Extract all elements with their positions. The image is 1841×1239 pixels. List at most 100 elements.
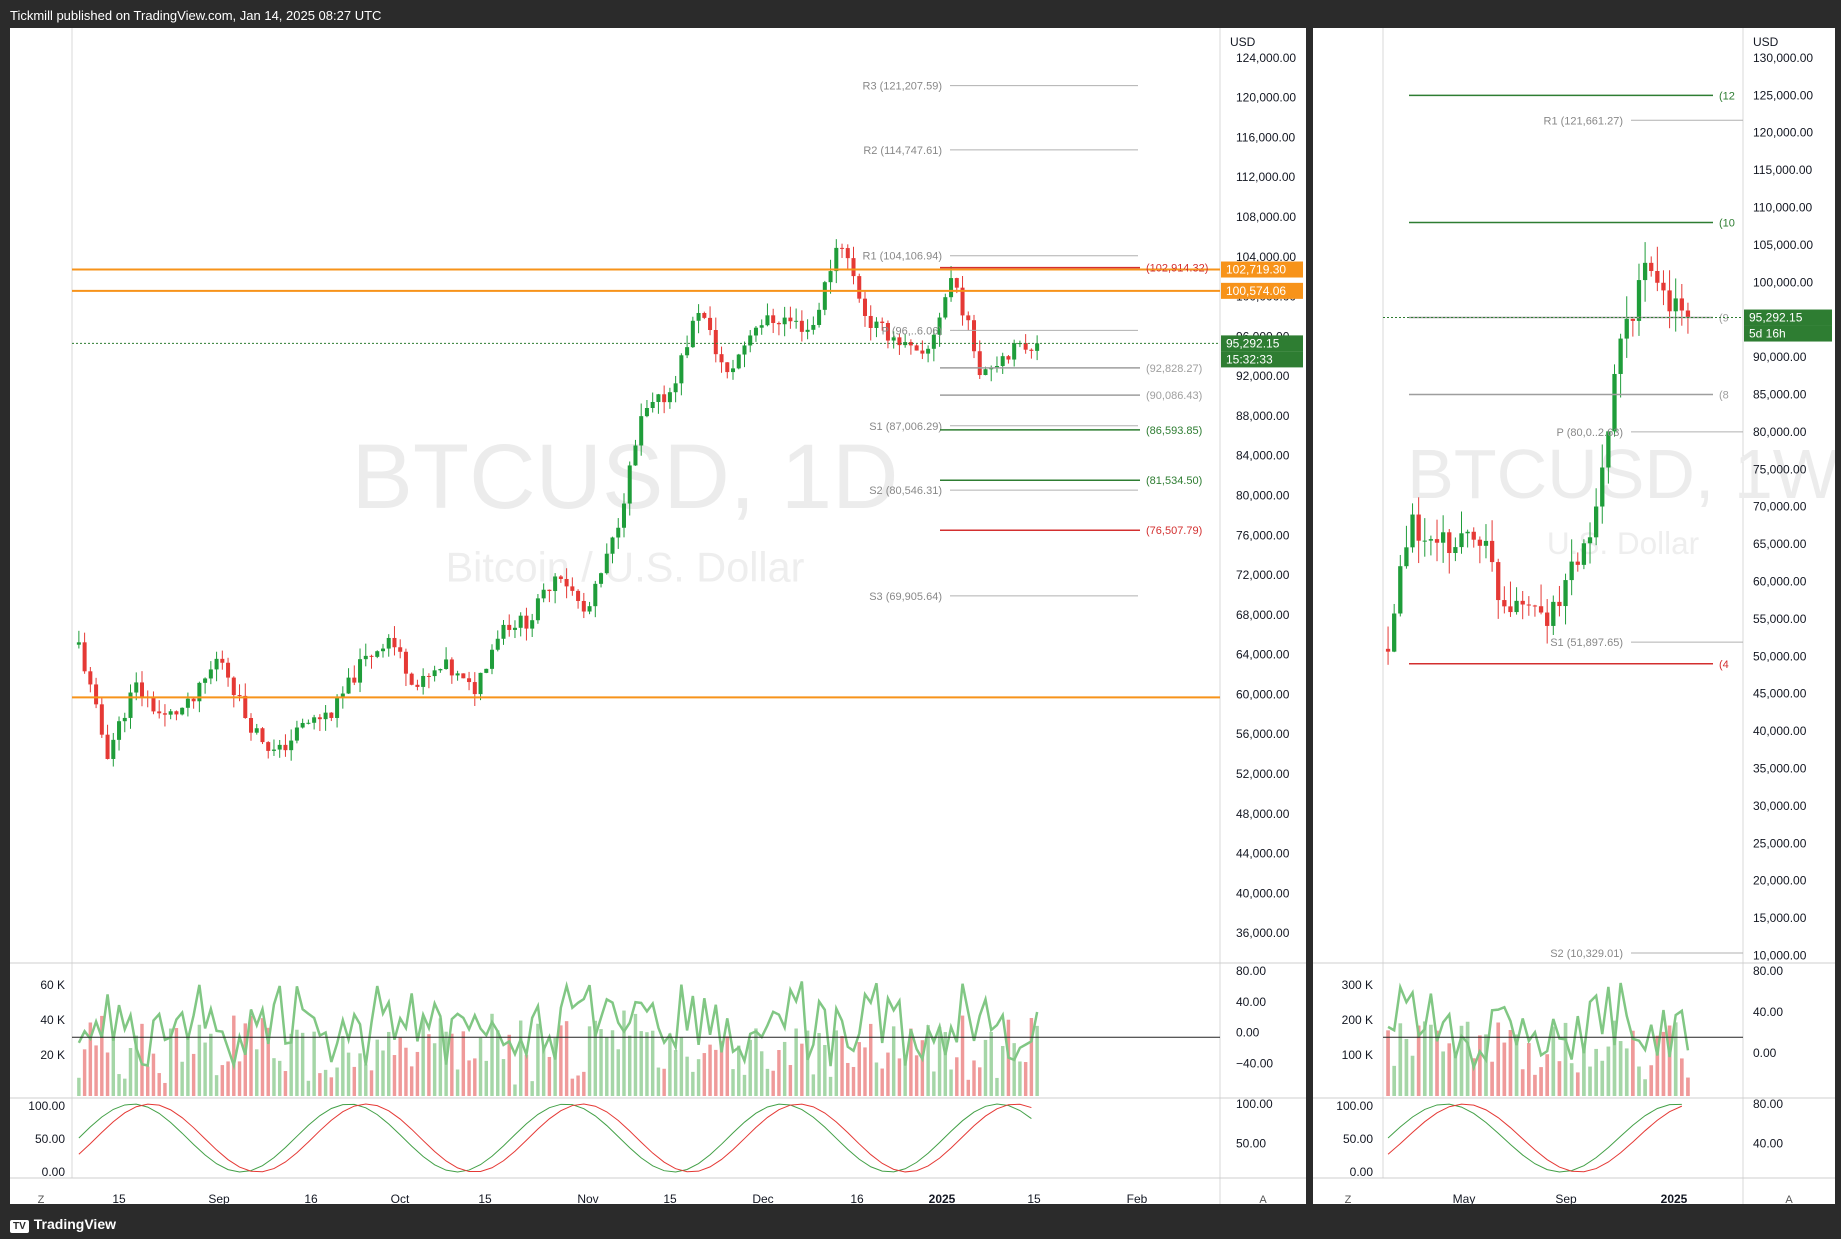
volume-bar bbox=[553, 1037, 557, 1096]
y-tick-label: 125,000.00 bbox=[1753, 88, 1813, 102]
volume-bar bbox=[105, 1052, 110, 1096]
volume-bar bbox=[587, 1026, 592, 1096]
volume-bar bbox=[891, 1026, 896, 1096]
level-label: (86,593.85) bbox=[1146, 425, 1202, 437]
volume-tick-label: 300 K bbox=[1342, 978, 1373, 992]
candle-body bbox=[719, 354, 724, 363]
candle-body bbox=[271, 749, 276, 751]
candle-body bbox=[1502, 600, 1507, 607]
candle-body bbox=[1489, 540, 1495, 563]
volume-bar bbox=[203, 1042, 207, 1096]
candle-body bbox=[690, 320, 695, 348]
candle-body bbox=[317, 717, 322, 720]
candle-body bbox=[289, 740, 294, 751]
candle-body bbox=[329, 712, 334, 718]
candle-body bbox=[352, 677, 357, 683]
pivot-label: R1 (121,661.27) bbox=[1544, 115, 1624, 127]
volume-bar bbox=[805, 1030, 810, 1096]
candle-body bbox=[1642, 262, 1648, 281]
candle-body bbox=[862, 298, 867, 316]
volume-bar bbox=[599, 1029, 603, 1096]
y-tick-label: 90,000.00 bbox=[1753, 350, 1807, 364]
candle-body bbox=[185, 698, 190, 708]
candle-body bbox=[885, 322, 890, 341]
candle-body bbox=[828, 271, 833, 283]
candle-body bbox=[461, 673, 466, 679]
candle-body bbox=[174, 711, 179, 715]
rsi-tick-label: 0.00 bbox=[1753, 1046, 1777, 1060]
stoch-right-tick-label: 50.00 bbox=[1236, 1137, 1266, 1151]
volume-bar bbox=[490, 1013, 494, 1096]
level-label: (10 bbox=[1719, 217, 1735, 229]
candle-body bbox=[834, 247, 839, 272]
y-tick-label: 68,000.00 bbox=[1236, 608, 1290, 622]
volume-bar bbox=[725, 1036, 729, 1096]
candle-body bbox=[753, 327, 758, 336]
volume-bar bbox=[748, 1039, 752, 1096]
candle-body bbox=[1508, 606, 1513, 613]
y-tick-label: 130,000.00 bbox=[1753, 51, 1813, 65]
candle-body bbox=[467, 678, 472, 683]
volume-bar bbox=[1441, 1051, 1445, 1096]
volume-bar bbox=[823, 1044, 827, 1096]
volume-bar bbox=[685, 1056, 689, 1096]
daily-chart-panel[interactable]: BTCUSD, 1D Bitcoin / U.S. Dollar USD 124,00… bbox=[10, 28, 1306, 1204]
candle-body bbox=[254, 728, 259, 733]
volume-bar bbox=[972, 1060, 976, 1096]
candle-body bbox=[547, 589, 552, 592]
candle-body bbox=[587, 606, 592, 612]
volume-bar bbox=[547, 1056, 552, 1096]
volume-tick-label: 60 K bbox=[40, 978, 65, 992]
weekly-chart[interactable]: BTCUSD, 1W U.S. Dollar USD 130,000.00 125,00… bbox=[1313, 28, 1835, 1204]
volume-bar bbox=[645, 1032, 649, 1096]
tradingview-wordmark: TradingView bbox=[33, 1216, 116, 1232]
candle-body bbox=[564, 578, 569, 587]
candle-body bbox=[1398, 566, 1403, 614]
volume-bar bbox=[123, 1078, 127, 1096]
level-label: (81,534.50) bbox=[1146, 475, 1202, 487]
volume-bar bbox=[541, 1045, 546, 1096]
volume-bar bbox=[100, 1015, 104, 1096]
tradingview-logo[interactable]: TV TradingView bbox=[10, 1216, 116, 1233]
volume-bar bbox=[220, 1065, 225, 1096]
y-tick-label: 105,000.00 bbox=[1753, 238, 1813, 252]
volume-bar bbox=[381, 1050, 385, 1096]
y-tick-label: 10,000.00 bbox=[1753, 949, 1807, 963]
volume-bar bbox=[524, 1054, 529, 1096]
volume-bar bbox=[1667, 1025, 1672, 1096]
candle-body bbox=[891, 337, 896, 341]
subtitle-watermark: U.S. Dollar bbox=[1547, 525, 1699, 561]
candle-body bbox=[1447, 532, 1452, 554]
volume-bar bbox=[191, 1053, 196, 1096]
volume-bar bbox=[289, 1033, 293, 1096]
level-label: (4 bbox=[1719, 659, 1729, 671]
volume-bar bbox=[978, 1067, 982, 1096]
x-tick-label: May bbox=[1453, 1192, 1476, 1204]
candle-body bbox=[1410, 514, 1415, 548]
level-label: (92,828.27) bbox=[1146, 363, 1202, 375]
pivot-label: S1 (87,006.29) bbox=[869, 421, 942, 433]
volume-bar bbox=[1582, 1043, 1586, 1096]
candle-body bbox=[117, 721, 122, 740]
candle-body bbox=[1538, 606, 1544, 613]
volume-bar bbox=[323, 1069, 328, 1096]
volume-bar bbox=[312, 1031, 316, 1096]
candle-body bbox=[249, 718, 254, 733]
candle-body bbox=[1434, 539, 1440, 543]
volume-bar bbox=[1533, 1074, 1537, 1096]
volume-bar bbox=[318, 1073, 322, 1096]
candle-body bbox=[759, 325, 764, 328]
candle-body bbox=[203, 678, 208, 683]
candle-body bbox=[994, 366, 999, 369]
volume-bar bbox=[863, 1047, 867, 1096]
candle-body bbox=[1563, 580, 1568, 607]
candle-body bbox=[421, 675, 426, 687]
weekly-chart-panel[interactable]: BTCUSD, 1W U.S. Dollar USD 130,000.00 125,00… bbox=[1313, 28, 1835, 1204]
candle-body bbox=[380, 648, 385, 652]
candle-body bbox=[1029, 349, 1034, 351]
price-tag-box bbox=[1744, 309, 1832, 326]
candle-body bbox=[931, 334, 936, 349]
volume-bar bbox=[995, 1077, 999, 1096]
candle-body bbox=[260, 728, 265, 743]
